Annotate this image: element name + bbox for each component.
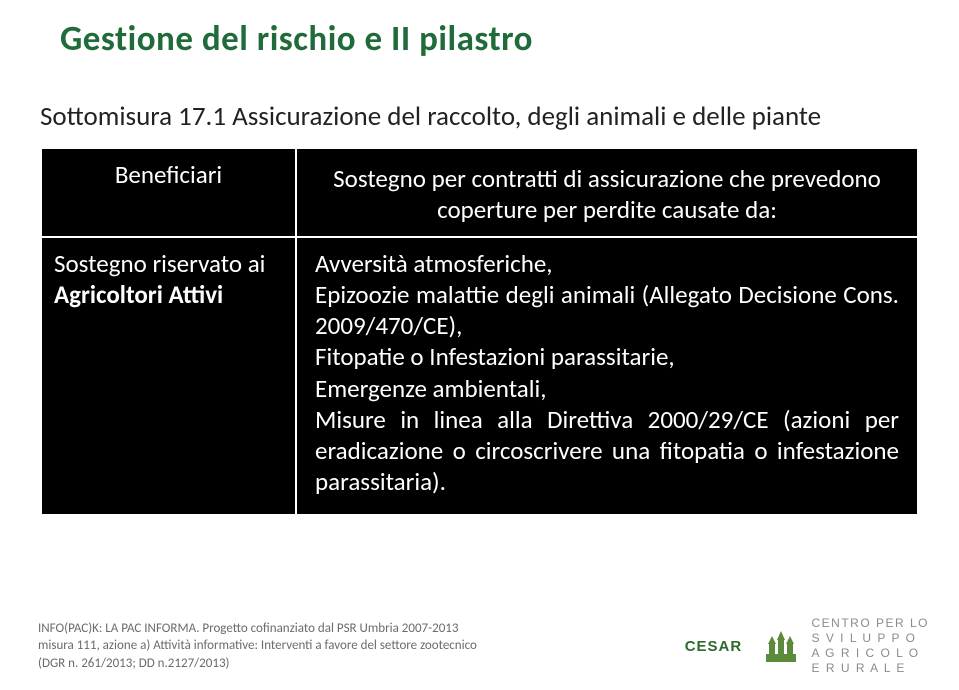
footer: INFO(PAC)K: LA PAC INFORMA. Progetto cof… bbox=[0, 608, 959, 690]
centro-line: A G R I C O L O bbox=[811, 646, 929, 661]
body-left-line1: Sostegno riservato ai bbox=[54, 248, 265, 279]
table-row: Sostegno riservato ai Agricoltori Attivi… bbox=[41, 237, 918, 515]
table-header-left: Beneficiari bbox=[41, 148, 296, 237]
table-header-right: Sostegno per contratti di assicurazione … bbox=[296, 148, 918, 237]
table-body-right: Avversità atmosferiche,Epizoozie malatti… bbox=[296, 237, 918, 515]
title-container: Gestione del rischio e II pilastro bbox=[0, 0, 959, 70]
footer-logos: CESAR CENTRO PER LO S V I L U P P O A G … bbox=[679, 616, 929, 676]
content-table-wrap: Beneficiari Sostegno per contratti di as… bbox=[40, 147, 919, 516]
footer-line: INFO(PAC)K: LA PAC INFORMA. Progetto cof… bbox=[38, 620, 477, 638]
centro-logo-text: CENTRO PER LO S V I L U P P O A G R I C … bbox=[811, 616, 929, 676]
table-row: Beneficiari Sostegno per contratti di as… bbox=[41, 148, 918, 237]
subtitle-container: Sottomisura 17.1 Assicurazione del racco… bbox=[0, 70, 959, 133]
centro-line: E R U R A L E bbox=[811, 661, 929, 676]
footer-text-block: INFO(PAC)K: LA PAC INFORMA. Progetto cof… bbox=[38, 620, 477, 673]
content-table: Beneficiari Sostegno per contratti di as… bbox=[40, 147, 919, 516]
body-left-line2: Agricoltori Attivi bbox=[54, 279, 223, 310]
page-title: Gestione del rischio e II pilastro bbox=[60, 18, 919, 60]
centro-line: CENTRO PER LO bbox=[811, 616, 929, 631]
building-icon bbox=[761, 626, 801, 666]
cesar-logo-text: CESAR bbox=[685, 638, 743, 655]
centro-logo-block: CENTRO PER LO S V I L U P P O A G R I C … bbox=[761, 616, 929, 676]
subtitle-text: Sottomisura 17.1 Assicurazione del racco… bbox=[40, 100, 919, 133]
footer-line: (DGR n. 261/2013; DD n.2127/2013) bbox=[38, 655, 477, 673]
centro-line: S V I L U P P O bbox=[811, 631, 929, 646]
table-body-left: Sostegno riservato ai Agricoltori Attivi bbox=[41, 237, 296, 515]
footer-line: misura 111, azione a) Attività informati… bbox=[38, 637, 477, 655]
cesar-logo: CESAR bbox=[679, 626, 747, 666]
